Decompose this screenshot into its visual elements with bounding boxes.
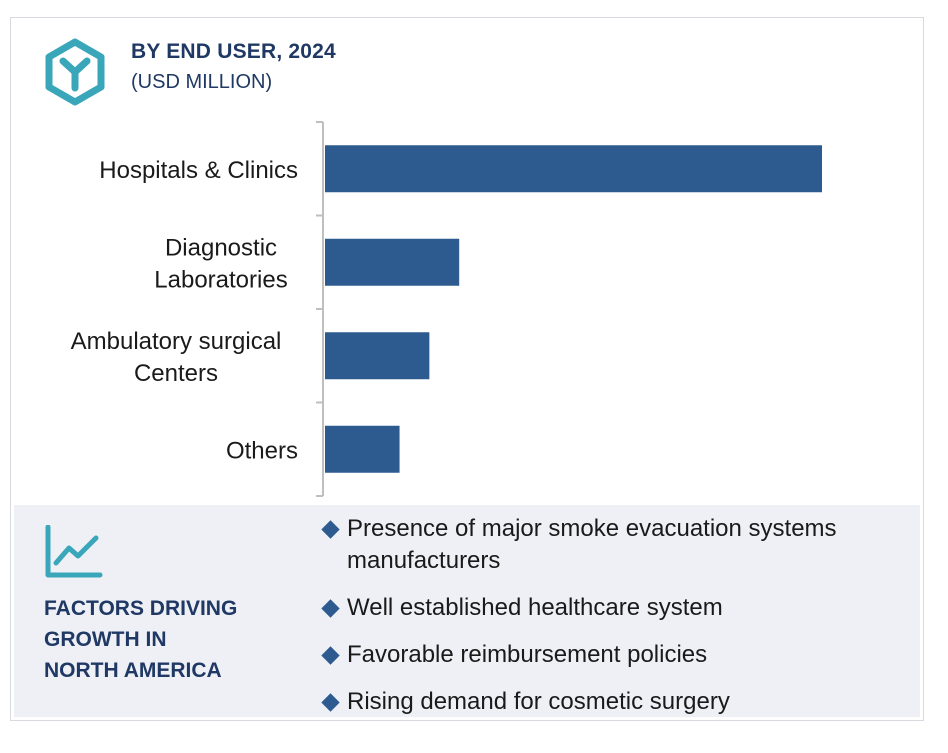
bar <box>325 238 460 286</box>
factor-item: Presence of major smoke evacuation syste… <box>320 513 920 577</box>
bar <box>325 332 430 380</box>
factors-title-line: FACTORS DRIVING <box>44 597 238 620</box>
category-label: Centers <box>134 360 218 387</box>
category-label: Diagnostic <box>165 234 277 261</box>
category-label: Ambulatory surgical <box>71 328 282 355</box>
factor-item: Favorable reimbursement policies <box>320 639 920 671</box>
factor-text-line: Favorable reimbursement policies <box>347 641 708 668</box>
hexagon-y-icon <box>45 38 105 106</box>
bar-chart: Hospitals & Clinics Diagnostic Laboratorie… <box>71 121 822 497</box>
factors-title-line: NORTH AMERICA <box>44 659 222 682</box>
chart-subtitle: (USD MILLION) <box>131 71 273 93</box>
factor-item: Rising demand for cosmetic surgery <box>320 686 920 718</box>
chart-title: BY END USER, 2024 <box>131 40 336 63</box>
factors-panel <box>14 505 920 717</box>
factor-item: Well established healthcare system <box>320 592 920 624</box>
factors-title-line: GROWTH IN <box>44 628 167 651</box>
category-label: Laboratories <box>154 266 287 293</box>
bar <box>325 425 400 473</box>
factors-list: Presence of major smoke evacuation syste… <box>320 513 920 733</box>
factor-text-line: Rising demand for cosmetic surgery <box>347 688 730 715</box>
category-label: Others <box>226 437 298 464</box>
factor-text-line: Presence of major smoke evacuation syste… <box>347 515 837 542</box>
factor-text-line: Well established healthcare system <box>347 594 723 621</box>
category-label: Hospitals & Clinics <box>99 157 298 184</box>
diamond-bullet-icon <box>321 646 340 665</box>
diamond-bullet-icon <box>321 693 340 712</box>
diamond-bullet-icon <box>321 599 340 618</box>
factors-title: FACTORS DRIVING GROWTH IN NORTH AMERICA <box>44 593 284 686</box>
diamond-bullet-icon <box>321 520 340 539</box>
bar <box>325 145 822 193</box>
trend-line-icon <box>45 525 103 578</box>
factor-text-line: manufacturers <box>347 547 501 574</box>
